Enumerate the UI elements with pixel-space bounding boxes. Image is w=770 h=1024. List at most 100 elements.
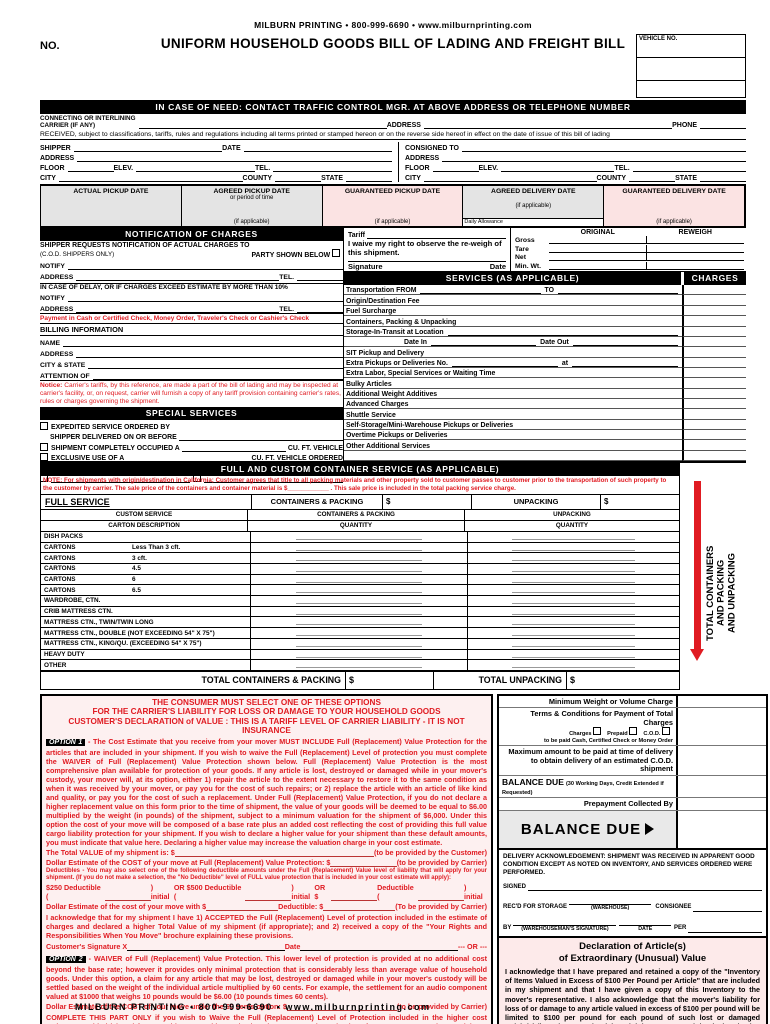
extra-pickups-at-input[interactable] — [572, 359, 679, 367]
billing-city-state-input[interactable] — [88, 360, 343, 370]
warehouseman-signature-input[interactable] — [513, 917, 617, 927]
packing-qty-cell[interactable] — [251, 660, 468, 670]
consignee-tel-input[interactable] — [632, 163, 747, 172]
charge-cell[interactable] — [682, 378, 746, 389]
ded-cost-input[interactable] — [323, 902, 396, 912]
delay-address-input[interactable] — [76, 304, 280, 314]
cod-checkbox[interactable] — [662, 727, 670, 736]
shipper-address-input[interactable] — [77, 153, 392, 162]
customer-signature-input[interactable] — [127, 942, 285, 952]
exclusive-use-checkbox[interactable] — [40, 453, 48, 462]
unpacking-qty-cell[interactable] — [468, 650, 679, 660]
ded-250-initial-input[interactable] — [104, 892, 151, 902]
billing-name-input[interactable] — [63, 338, 343, 348]
balance-due-charge-cell[interactable] — [676, 775, 766, 798]
delay-tel-input[interactable] — [297, 304, 343, 314]
packing-qty-cell[interactable] — [251, 596, 468, 606]
sit-location-input[interactable] — [447, 328, 678, 336]
packing-qty-cell[interactable] — [251, 628, 468, 638]
unpacking-qty-cell[interactable] — [468, 575, 679, 585]
date-out-input[interactable] — [572, 338, 679, 347]
prepaid-checkbox[interactable] — [629, 727, 638, 736]
guaranteed-delivery-date-cell[interactable]: GUARANTEED DELIVERY DATE (if applicable) — [604, 185, 744, 226]
date-in-input[interactable] — [430, 338, 537, 347]
shipment-occupied-input[interactable] — [181, 443, 286, 452]
charge-cell[interactable] — [682, 336, 746, 348]
carrier-address-input[interactable] — [423, 120, 673, 129]
consignee-city-input[interactable] — [423, 173, 597, 182]
total-packing-amount-cell[interactable]: $ — [346, 671, 434, 689]
balance-due-big-cell[interactable] — [676, 810, 766, 848]
minwt-original-input[interactable] — [549, 261, 647, 270]
net-original-input[interactable] — [549, 253, 647, 262]
shipment-occupied-checkbox[interactable] — [40, 442, 48, 451]
consigned-to-input[interactable] — [461, 143, 746, 152]
notify-input[interactable] — [67, 261, 343, 271]
vehicle-no-label[interactable]: VEHICLE NO. — [637, 35, 745, 58]
unpacking-qty-cell[interactable] — [468, 639, 679, 649]
shipper-delivered-input[interactable] — [178, 432, 343, 442]
attention-of-input[interactable] — [92, 371, 343, 381]
signature-date-input[interactable] — [300, 942, 458, 952]
vehicle-no-cell[interactable] — [637, 58, 745, 81]
total-unpacking-amount-cell[interactable]: $ — [570, 675, 576, 686]
consignee-county-input[interactable] — [629, 173, 676, 182]
tare-reweigh-input[interactable] — [647, 245, 744, 253]
unpacking-qty-cell[interactable] — [468, 617, 679, 627]
charge-cell[interactable] — [682, 357, 746, 368]
unpacking-qty-cell[interactable] — [468, 532, 679, 542]
packing-qty-cell[interactable] — [251, 617, 468, 628]
unpacking-qty-cell[interactable] — [468, 543, 679, 553]
unpacking-qty-cell[interactable] — [468, 564, 679, 574]
consignee-elev-input[interactable] — [501, 163, 615, 172]
packing-qty-cell[interactable] — [251, 574, 468, 585]
notify-tel-input[interactable] — [297, 272, 343, 282]
consignee-ack-input[interactable] — [693, 903, 762, 913]
packing-qty-cell[interactable] — [251, 553, 468, 564]
exclusive-use-input[interactable] — [124, 453, 252, 463]
consignee-floor-input[interactable] — [432, 163, 479, 172]
packing-qty-cell[interactable] — [251, 649, 468, 660]
charge-cell[interactable] — [682, 316, 746, 327]
net-reweigh-input[interactable] — [647, 253, 744, 262]
cost60-input[interactable] — [286, 1002, 397, 1012]
cost-estimate-input[interactable] — [330, 858, 397, 868]
shipper-tel-input[interactable] — [273, 163, 393, 172]
charge-cell[interactable] — [682, 347, 746, 358]
gross-reweigh-input[interactable] — [647, 236, 744, 245]
charge-cell[interactable] — [682, 429, 746, 441]
shipper-county-input[interactable] — [275, 173, 322, 182]
signed-input[interactable] — [528, 882, 762, 892]
unpacking-qty-cell[interactable] — [468, 607, 679, 617]
agreed-pickup-date-cell[interactable]: AGREED PICKUP DATE or period of time (if … — [181, 185, 323, 226]
min-weight-charge-cell[interactable] — [676, 695, 766, 708]
shipper-date-input[interactable] — [243, 143, 392, 152]
carrier-input[interactable] — [138, 120, 387, 129]
waiver-signature-label[interactable]: Signature — [348, 261, 383, 271]
warehouse-input[interactable] — [569, 896, 652, 906]
charge-cell[interactable] — [682, 419, 746, 430]
charge-cell[interactable] — [682, 285, 746, 296]
shipper-state-input[interactable] — [346, 173, 392, 182]
ded-other-amount-input[interactable] — [331, 892, 378, 902]
unpacking-qty-cell[interactable] — [468, 628, 679, 638]
tare-original-input[interactable] — [549, 244, 647, 253]
ded-other-initial-input[interactable] — [417, 892, 464, 902]
packing-qty-cell[interactable] — [251, 564, 468, 574]
shipper-elev-input[interactable] — [136, 163, 255, 172]
max-amount-charge-cell[interactable] — [676, 746, 766, 775]
charge-cell[interactable] — [682, 440, 746, 451]
containers-packing-amount-cell[interactable]: $ — [383, 494, 472, 509]
shipper-city-input[interactable] — [58, 173, 243, 182]
transportation-to-input[interactable] — [557, 286, 679, 295]
carrier-phone-input[interactable] — [700, 120, 746, 129]
ack-date-input[interactable] — [619, 917, 671, 927]
charge-cell[interactable] — [682, 367, 746, 379]
ded-500-initial-input[interactable] — [245, 892, 292, 902]
packing-qty-cell[interactable] — [251, 638, 468, 649]
unpacking-qty-cell[interactable] — [468, 660, 679, 670]
agreed-delivery-date-cell[interactable]: AGREED DELIVERY DATE (if applicable) Dail… — [463, 185, 605, 226]
terms-charge-cell[interactable] — [676, 708, 766, 746]
packing-qty-cell[interactable] — [251, 531, 468, 542]
tariff-input[interactable] — [366, 230, 506, 239]
